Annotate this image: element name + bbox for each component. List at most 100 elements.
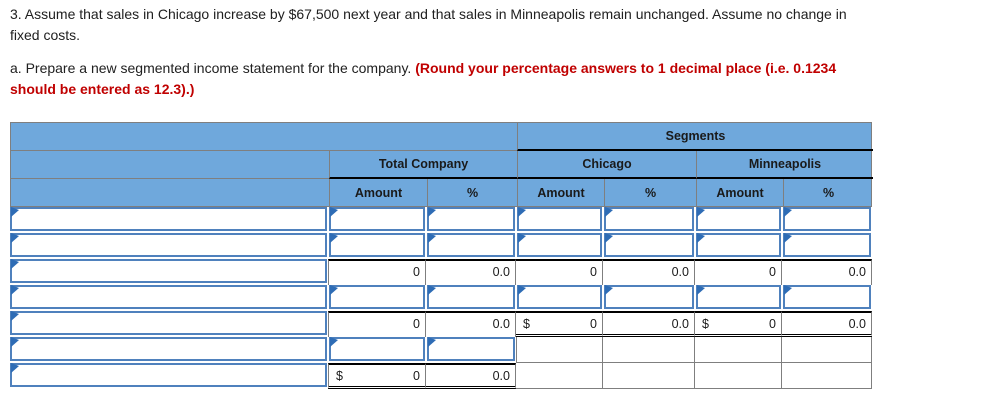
segmented-income-statement-table: Segments Total Company Chicago Minneapol… xyxy=(10,122,873,389)
chicago-percent-input[interactable] xyxy=(604,233,694,257)
minneapolis-percent-value: 0.0 xyxy=(782,311,872,337)
chicago-percent-value: 0.0 xyxy=(603,259,695,285)
empty-cell xyxy=(695,337,782,363)
header-empty-cell xyxy=(11,123,517,151)
chicago-amount-input[interactable] xyxy=(517,233,602,257)
instruction-text: a. Prepare a new segmented income statem… xyxy=(10,58,970,100)
header-minneapolis-percent: % xyxy=(783,179,873,206)
currency-symbol: $ xyxy=(336,368,343,383)
minneapolis-amount-input[interactable] xyxy=(696,207,781,231)
header-empty-cell xyxy=(11,151,329,179)
cell-flag-icon xyxy=(605,207,613,217)
cell-flag-icon xyxy=(330,285,338,295)
cell-flag-icon xyxy=(518,285,526,295)
table-row-5: 0 0.0 $0 0.0 $0 0.0 xyxy=(10,311,872,337)
chicago-amount-value: $0 xyxy=(516,311,603,337)
table-row-6 xyxy=(10,337,872,363)
header-minneapolis: Minneapolis xyxy=(696,151,873,179)
table-row-2 xyxy=(10,233,872,259)
row-label-input[interactable] xyxy=(10,233,327,257)
cell-flag-icon xyxy=(784,233,792,243)
cell-flag-icon xyxy=(11,363,19,373)
cell-flag-icon xyxy=(428,285,436,295)
chicago-amount-input[interactable] xyxy=(517,285,602,309)
cell-flag-icon xyxy=(697,207,705,217)
cell-flag-icon xyxy=(518,233,526,243)
header-segments: Segments xyxy=(517,123,873,151)
cell-flag-icon xyxy=(697,233,705,243)
cell-flag-icon xyxy=(11,233,19,243)
minneapolis-percent-input[interactable] xyxy=(783,233,871,257)
table-row-7: $0 0.0 xyxy=(10,363,872,389)
row-label-input[interactable] xyxy=(10,363,327,387)
empty-cell xyxy=(603,337,695,363)
total-amount-value: 0 xyxy=(328,311,426,337)
chicago-percent-value: 0.0 xyxy=(603,311,695,337)
cell-flag-icon xyxy=(11,337,19,347)
header-chicago: Chicago xyxy=(517,151,696,179)
question-line-1: 3. Assume that sales in Chicago increase… xyxy=(10,6,847,22)
chicago-percent-input[interactable] xyxy=(604,207,694,231)
cell-flag-icon xyxy=(428,233,436,243)
minneapolis-percent-input[interactable] xyxy=(783,285,871,309)
chicago-amount-input[interactable] xyxy=(517,207,602,231)
cell-flag-icon xyxy=(605,285,613,295)
row-label-input[interactable] xyxy=(10,259,327,283)
cell-flag-icon xyxy=(697,285,705,295)
row-label-input[interactable] xyxy=(10,285,327,309)
total-amount-input[interactable] xyxy=(329,337,425,361)
cell-flag-icon xyxy=(11,311,19,321)
header-chicago-percent: % xyxy=(604,179,696,206)
total-percent-input[interactable] xyxy=(427,285,515,309)
empty-cell xyxy=(782,337,872,363)
chicago-amount-value: 0 xyxy=(516,259,603,285)
table-row-4 xyxy=(10,285,872,311)
cell-flag-icon xyxy=(11,285,19,295)
total-amount-input[interactable] xyxy=(329,207,425,231)
cell-flag-icon xyxy=(605,233,613,243)
table-row-1 xyxy=(10,207,872,233)
minneapolis-amount-value: $0 xyxy=(695,311,782,337)
instruction-prefix: a. Prepare a new segmented income statem… xyxy=(10,60,412,76)
minneapolis-amount-value: 0 xyxy=(695,259,782,285)
minneapolis-amount-input[interactable] xyxy=(696,233,781,257)
empty-cell xyxy=(516,337,603,363)
total-amount-value: 0 xyxy=(328,259,426,285)
header-chicago-amount: Amount xyxy=(517,179,604,206)
total-percent-input[interactable] xyxy=(427,233,515,257)
total-amount-value: $0 xyxy=(328,363,426,389)
currency-symbol: $ xyxy=(702,316,709,331)
minneapolis-percent-input[interactable] xyxy=(783,207,871,231)
total-percent-input[interactable] xyxy=(427,337,515,361)
header-minneapolis-amount: Amount xyxy=(696,179,783,206)
cell-flag-icon xyxy=(428,337,436,347)
minneapolis-percent-value: 0.0 xyxy=(782,259,872,285)
total-amount-input[interactable] xyxy=(329,233,425,257)
cell-flag-icon xyxy=(428,207,436,217)
header-total-company: Total Company xyxy=(329,151,517,179)
header-empty-cell xyxy=(11,179,329,206)
question-text: 3. Assume that sales in Chicago increase… xyxy=(10,4,970,46)
row-label-input[interactable] xyxy=(10,337,327,361)
cell-flag-icon xyxy=(11,207,19,217)
total-amount-input[interactable] xyxy=(329,285,425,309)
table-row-3: 0 0.0 0 0.0 0 0.0 xyxy=(10,259,872,285)
cell-flag-icon xyxy=(330,337,338,347)
empty-cell xyxy=(516,363,603,389)
row-label-input[interactable] xyxy=(10,207,327,231)
total-percent-value: 0.0 xyxy=(426,259,516,285)
total-percent-value: 0.0 xyxy=(426,311,516,337)
cell-flag-icon xyxy=(784,285,792,295)
total-percent-input[interactable] xyxy=(427,207,515,231)
header-total-amount: Amount xyxy=(329,179,427,206)
cell-flag-icon xyxy=(11,259,19,269)
empty-cell xyxy=(782,363,872,389)
chicago-percent-input[interactable] xyxy=(604,285,694,309)
minneapolis-amount-input[interactable] xyxy=(696,285,781,309)
cell-flag-icon xyxy=(518,207,526,217)
header-total-percent: % xyxy=(427,179,517,206)
row-label-input[interactable] xyxy=(10,311,327,335)
cell-flag-icon xyxy=(784,207,792,217)
instruction-rounding-note: (Round your percentage answers to 1 deci… xyxy=(10,60,837,97)
